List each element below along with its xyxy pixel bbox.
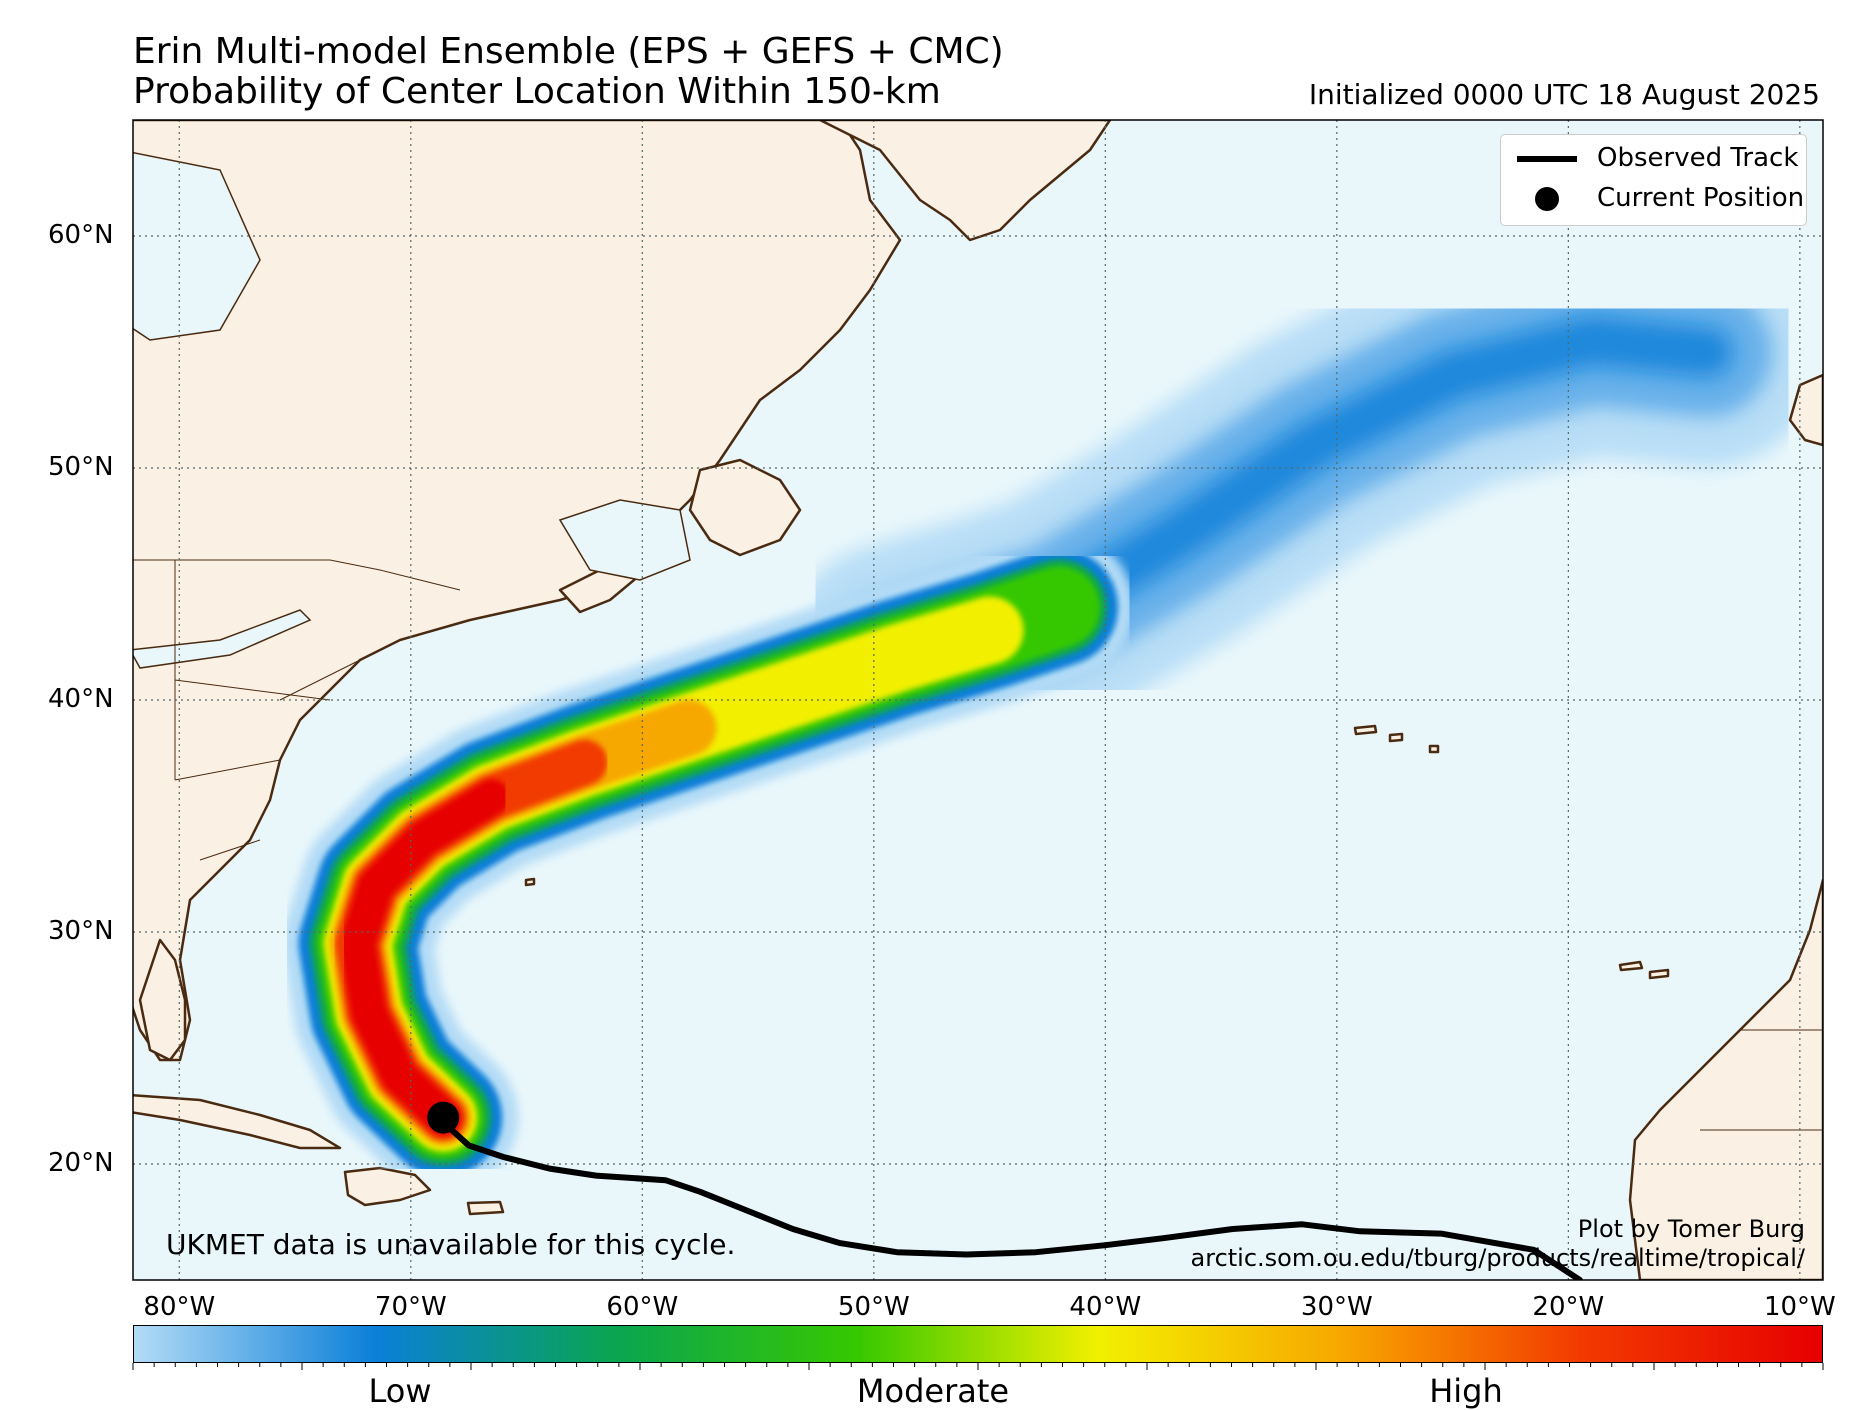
legend-observed-track: Observed Track <box>1501 139 1806 179</box>
us-canada-border <box>133 559 461 591</box>
colorbar-ticks <box>132 1363 1824 1370</box>
hudson-bay-edge <box>133 151 261 341</box>
current-position-marker <box>427 1101 460 1134</box>
bermuda <box>524 877 536 887</box>
lon-tick-label: 30°W <box>1300 1292 1373 1322</box>
africa-borders <box>1700 1029 1823 1131</box>
lon-tick-label: 80°W <box>143 1292 216 1322</box>
lat-lon-grid <box>133 120 1823 1280</box>
north-america-landmass <box>133 120 902 1062</box>
track-line-icon <box>1517 156 1577 162</box>
azores-islands <box>1353 724 1440 754</box>
lon-tick-label: 20°W <box>1532 1292 1605 1322</box>
canary-islands <box>1618 960 1670 980</box>
map-frame <box>132 119 1824 1281</box>
swath-red-core <box>339 779 510 1136</box>
state-borders <box>174 560 361 861</box>
cuba <box>133 1093 342 1150</box>
lon-tick-label: 50°W <box>837 1292 910 1322</box>
africa-landmass <box>1628 878 1823 1280</box>
lat-tick-label: 30°N <box>48 916 114 946</box>
political-borders <box>133 559 1823 1131</box>
newfoundland <box>688 458 802 557</box>
lat-tick-label: 40°N <box>48 684 114 714</box>
lat-tick-label: 60°N <box>48 220 114 250</box>
lon-tick-label: 10°W <box>1763 1292 1836 1322</box>
probability-swath <box>282 225 1823 1193</box>
lake-ontario-erie <box>133 609 312 669</box>
florida-peninsula <box>138 938 187 1062</box>
lon-tick-label: 60°W <box>606 1292 679 1322</box>
land-masses <box>133 120 1823 1280</box>
initialized-time: Initialized 0000 UTC 18 August 2025 <box>1308 78 1820 111</box>
lon-tick-label: 40°W <box>1069 1292 1142 1322</box>
observed-track-line <box>440 1119 1583 1280</box>
lat-tick-label: 50°N <box>48 452 114 482</box>
legend-observed-track-label: Observed Track <box>1597 143 1799 173</box>
great-lakes <box>133 151 691 669</box>
puerto-rico <box>466 1200 505 1216</box>
lon-tick-label: 70°W <box>374 1292 447 1322</box>
chart-title-line2: Probability of Center Location Within 15… <box>133 71 941 112</box>
chart-title-line1: Erin Multi-model Ensemble (EPS + GEFS + … <box>133 31 1004 72</box>
colorbar-label-moderate: Moderate <box>856 1372 1010 1410</box>
legend: Observed Track Current Position <box>1500 134 1807 226</box>
gulf-st-lawrence <box>558 499 691 581</box>
ukmet-note: UKMET data is unavailable for this cycle… <box>166 1228 736 1261</box>
credit-author: Plot by Tomer Burg <box>1577 1215 1805 1243</box>
colorbar-label-high: High <box>1429 1372 1503 1410</box>
credit-url: arctic.som.ou.edu/tburg/products/realtim… <box>1190 1244 1805 1272</box>
lat-tick-label: 20°N <box>48 1148 114 1178</box>
greenland <box>818 120 1112 242</box>
legend-current-position: Current Position <box>1501 179 1806 219</box>
legend-current-position-label: Current Position <box>1597 183 1805 213</box>
dot-icon <box>1535 187 1559 211</box>
probability-colorbar <box>133 1325 1823 1363</box>
colorbar-label-low: Low <box>368 1372 432 1410</box>
